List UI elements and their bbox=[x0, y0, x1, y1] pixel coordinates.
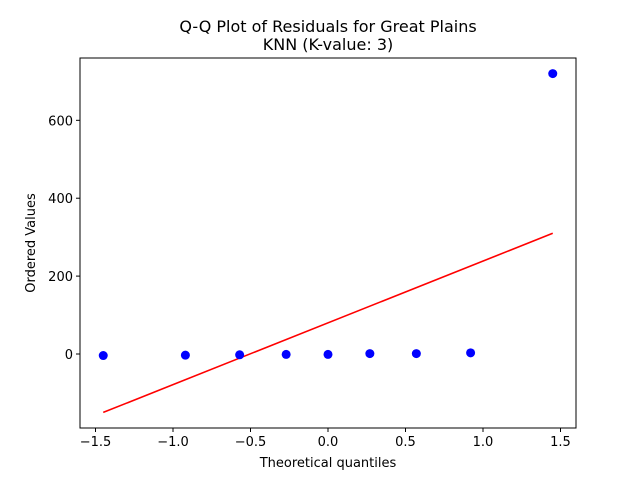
y-tick-label: 0 bbox=[65, 348, 73, 363]
data-points bbox=[98, 69, 558, 361]
chart-title-line2: KNN (K-value: 3) bbox=[263, 35, 394, 54]
y-axis-label: Ordered Values bbox=[24, 193, 39, 293]
x-tick-label: −1.5 bbox=[80, 435, 112, 450]
y-tick-label: 400 bbox=[48, 192, 73, 207]
x-tick-label: 1.5 bbox=[550, 435, 571, 450]
x-tick-label: −1.0 bbox=[157, 435, 189, 450]
data-point bbox=[365, 349, 375, 359]
plot-area-frame bbox=[79, 57, 577, 429]
y-tick-label: 600 bbox=[48, 114, 73, 129]
data-point bbox=[411, 349, 421, 359]
data-point bbox=[98, 351, 108, 361]
x-tick-label: 1.0 bbox=[473, 435, 494, 450]
reference-fit-line bbox=[102, 232, 554, 414]
x-tick-label: 0.0 bbox=[318, 435, 339, 450]
data-point bbox=[466, 348, 476, 358]
data-point bbox=[235, 350, 245, 360]
x-tick-label: 0.5 bbox=[395, 435, 416, 450]
y-tick-label: 200 bbox=[48, 270, 73, 285]
data-point bbox=[180, 350, 190, 360]
x-axis-ticks: −1.5 −1.0 −0.5 0.0 0.5 1.0 1.5 bbox=[80, 428, 571, 450]
x-tick-label: −0.5 bbox=[235, 435, 267, 450]
x-axis-label: Theoretical quantiles bbox=[259, 456, 397, 471]
data-point bbox=[281, 349, 291, 359]
y-axis-ticks: 0 200 400 600 bbox=[48, 114, 80, 363]
chart-title-line1: Q-Q Plot of Residuals for Great Plains bbox=[179, 17, 476, 36]
data-point bbox=[323, 349, 333, 359]
data-point bbox=[548, 69, 558, 79]
